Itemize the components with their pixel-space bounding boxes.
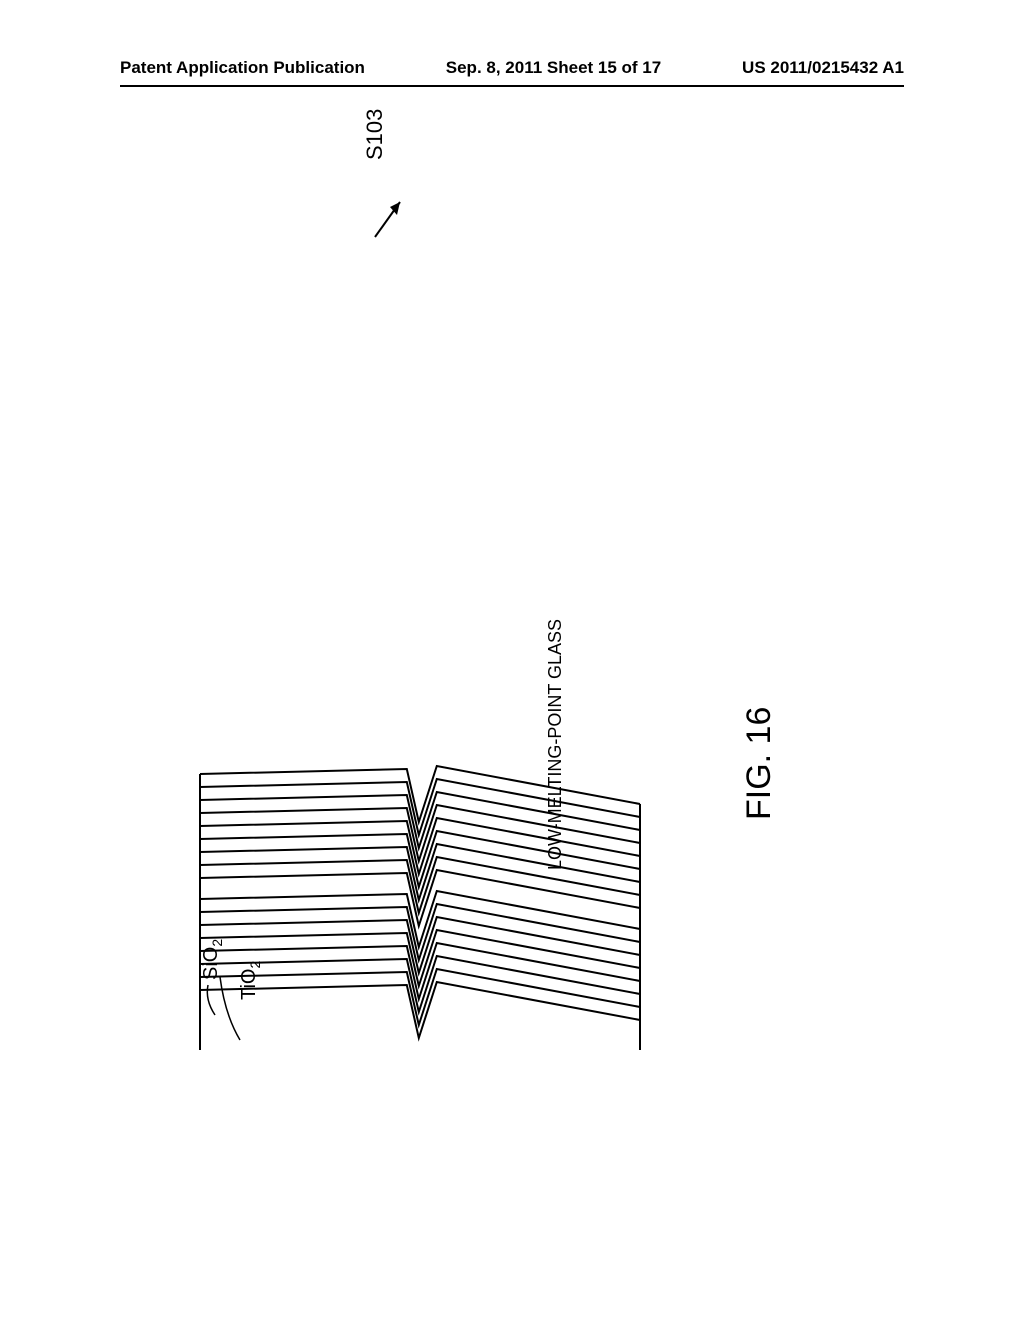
header-rule: [120, 85, 904, 87]
s103-label: S103: [362, 109, 388, 160]
multilayer-diagram: [150, 150, 730, 1050]
header-left: Patent Application Publication: [120, 58, 365, 78]
tio2-label: TiO2: [238, 961, 263, 1000]
header-right: US 2011/0215432 A1: [742, 58, 904, 78]
header-center: Sep. 8, 2011 Sheet 15 of 17: [446, 58, 661, 78]
glass-label: LOW-MELTING-POINT GLASS: [545, 619, 566, 870]
figure-label: FIG. 16: [740, 707, 779, 820]
sio2-label: SiO2: [200, 939, 225, 980]
s103-arrow-icon: [370, 192, 410, 242]
diagram-container: [150, 150, 730, 1050]
